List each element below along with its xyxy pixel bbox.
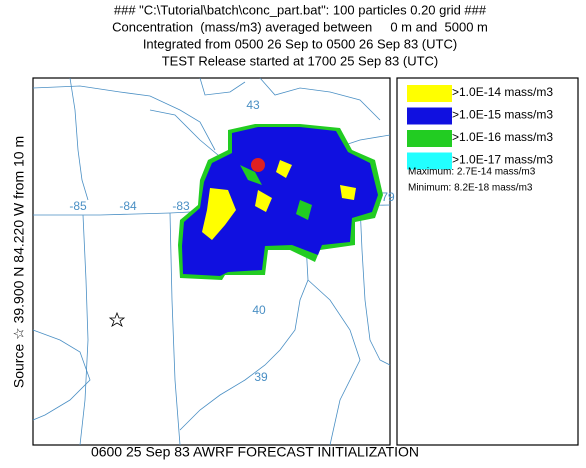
header-line: Concentration (mass/m3) averaged between… [112,19,488,34]
map-label: 40 [252,303,266,317]
map-label: 39 [254,370,268,384]
legend-label: >1.0E-17 mass/m3 [452,153,553,167]
legend-label: >1.0E-15 mass/m3 [452,108,553,122]
map-label: -85 [69,199,87,213]
legend-swatch [407,107,452,125]
side-label: Source ☆ 39.900 N 84.220 W from 10 m [11,136,27,388]
legend-label: >1.0E-16 mass/m3 [452,130,553,144]
map-label: -84 [119,199,137,213]
plume [178,124,383,280]
header-line: TEST Release started at 1700 25 Sep 83 (… [162,53,439,68]
header-line: Integrated from 0500 26 Sep to 0500 26 S… [143,36,457,51]
legend-swatch [407,130,452,147]
legend-swatch [407,85,452,102]
maximum: Maximum: 2.7E-14 mass/m3 [408,167,536,178]
header-line: ### "C:\Tutorial\batch\conc_part.bat": 1… [114,2,487,17]
footer: 0600 25 Sep 83 AWRF FORECAST INITIALIZAT… [91,444,419,460]
legend: >1.0E-14 mass/m3 >1.0E-15 mass/m3 >1.0E-16… [396,77,579,446]
map-label: -83 [172,199,190,213]
source-star [108,311,126,327]
legend-label: >1.0E-14 mass/m3 [452,85,553,99]
minimum: Minimum: 8.2E-18 mass/m3 [408,183,533,194]
legend-swatch [407,152,452,170]
map-label: 43 [246,98,260,112]
